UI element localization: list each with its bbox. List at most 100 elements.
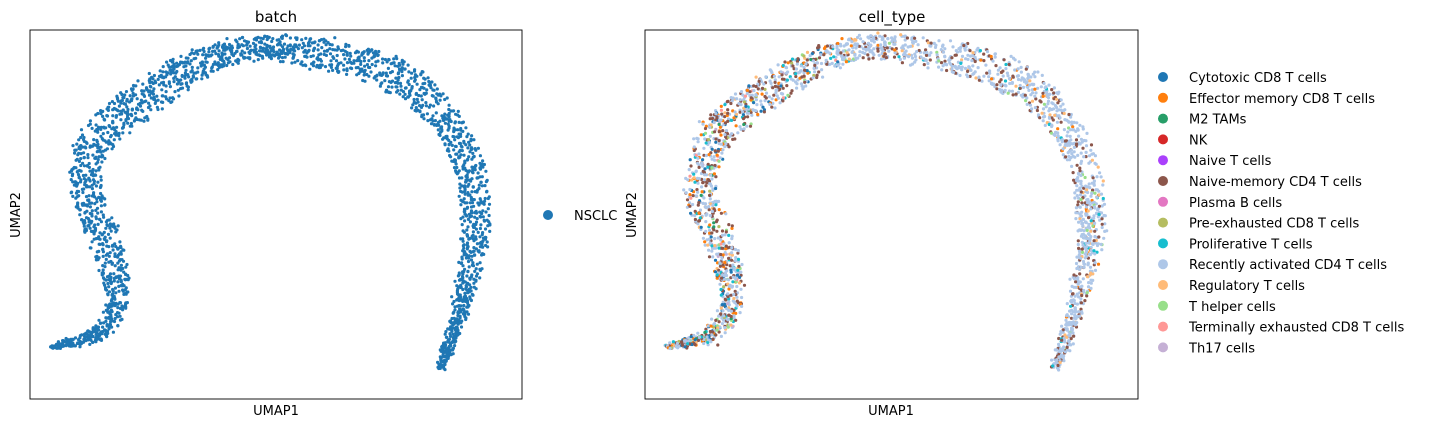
scatter-point [1090,242,1094,246]
scatter-point [789,91,793,95]
scatter-point [708,182,713,186]
scatter-point [477,249,481,253]
scatter-point [365,63,369,67]
scatter-point [471,155,475,159]
scatter-point [717,208,721,212]
scatter-point [776,96,781,100]
scatter-point [464,297,468,301]
scatter-point [444,330,448,334]
scatter-point [97,318,101,322]
scatter-point [461,229,465,233]
scatter-point [1036,113,1041,117]
scatter-point [703,131,708,135]
scatter-point [1077,220,1081,224]
scatter-point [139,98,143,102]
scatter-point [1091,152,1095,156]
scatter-point [831,45,835,49]
scatter-point [227,56,232,60]
scatter-point [730,237,734,241]
scatter-point [913,54,918,59]
scatter-point [410,106,414,110]
scatter-point [742,283,747,287]
scatter-point [1089,229,1093,233]
panel-cell-type: cell_type UMAP1 UMAP2 Cytotoxic CD8 T ce… [625,8,1404,419]
scatter-point [858,54,862,58]
scatter-point [463,294,467,298]
scatter-point [879,57,884,61]
scatter-point [102,215,106,219]
scatter-point [1001,74,1005,78]
scatter-point [712,322,717,326]
scatter-point [924,48,928,52]
scatter-point [729,314,733,319]
scatter-point [745,91,749,96]
scatter-point [476,201,480,205]
scatter-point [207,50,211,54]
scatter-point [99,134,103,138]
scatter-point [393,81,397,85]
scatter-point [300,38,304,42]
scatter-point [1041,119,1045,123]
scatter-point [461,120,465,124]
scatter-point [476,146,480,150]
scatter-point [112,301,116,305]
scatter-point [107,316,111,320]
scatter-point [74,158,78,162]
scatter-point [754,93,758,97]
scatter-point [1091,176,1095,180]
scatter-point [861,56,865,60]
scatter-point [835,63,839,67]
scatter-point [1070,284,1074,288]
scatter-point [713,158,717,162]
scatter-point [1069,323,1073,327]
scatter-point [308,44,312,48]
scatter-point [99,109,103,114]
scatter-point [367,74,371,78]
scatter-point [236,44,240,48]
scatter-point [122,248,126,252]
scatter-point [172,80,176,84]
scatter-point [311,61,315,66]
scatter-point [956,60,961,64]
scatter-point [1046,99,1051,103]
scatter-point [468,143,472,147]
scatter-point [130,88,134,92]
scatter-point [696,161,700,165]
scatter-point [124,90,129,94]
scatter-point [1073,306,1077,310]
scatter-point [459,217,463,221]
scatter-point [1076,176,1080,180]
scatter-point [432,104,436,108]
scatter-point [462,153,466,157]
scatter-point [721,253,725,257]
scatter-point [87,194,91,198]
scatter-point [190,65,194,69]
scatter-point [1055,348,1059,352]
scatter-point [824,58,828,62]
scatter-point [1074,138,1079,142]
scatter-point [750,113,754,117]
scatter-point [94,173,98,177]
scatter-point [333,48,337,52]
scatter-point [446,147,450,151]
legend-marker [1158,72,1168,82]
scatter-point [479,180,483,184]
scatter-point [240,43,244,47]
scatter-point [741,93,745,97]
scatter-point [305,51,309,55]
scatter-point [104,226,108,230]
scatter-point [717,159,721,163]
scatter-point [183,74,187,78]
scatter-point [392,61,396,65]
scatter-point [1061,147,1065,151]
scatter-point [187,75,191,79]
scatter-point [190,77,194,81]
scatter-point [104,278,108,282]
scatter-point [978,49,983,53]
scatter-point [966,53,970,57]
scatter-point [1051,364,1055,368]
scatter-point [958,49,962,53]
scatter-point [462,303,466,308]
panel-title-cell-type: cell_type [859,8,926,27]
scatter-point [104,303,108,307]
